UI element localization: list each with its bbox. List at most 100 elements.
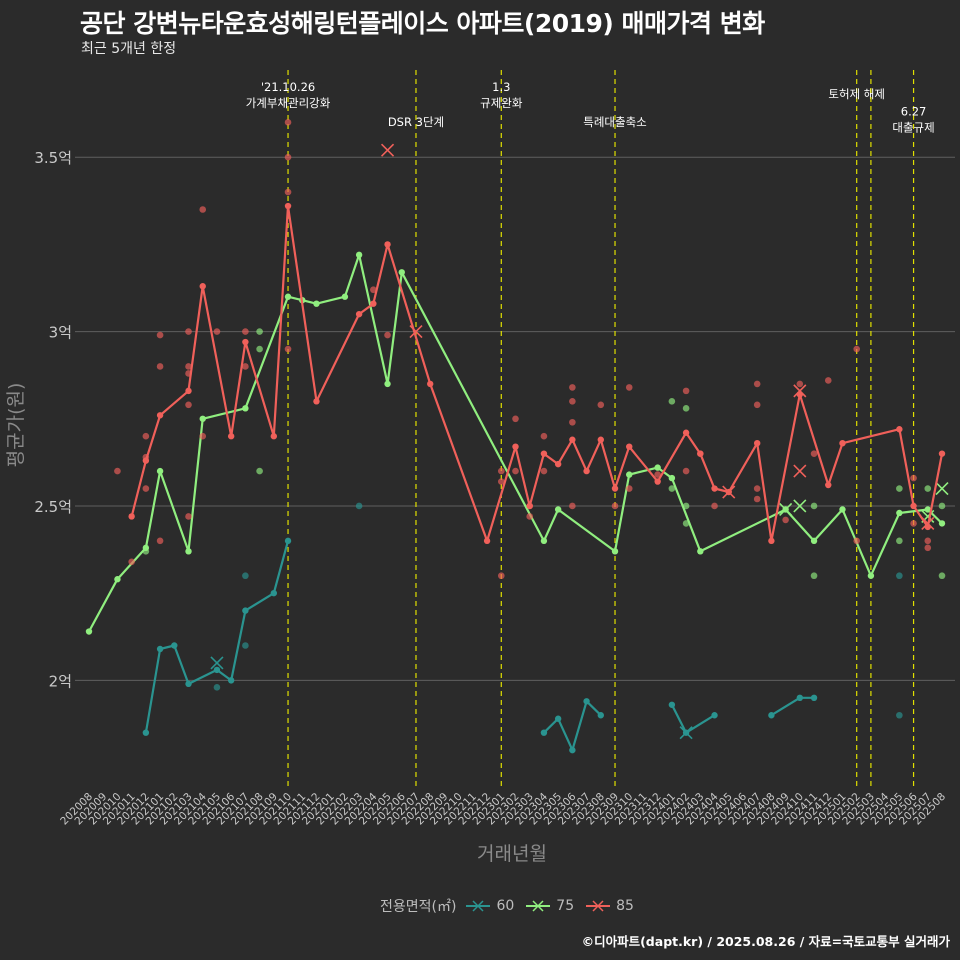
x-mark-60 — [210, 656, 224, 670]
scatter-point-85 — [497, 467, 505, 475]
scatter-point-85 — [753, 401, 761, 409]
line-point-85 — [540, 450, 548, 457]
line-point-60 — [185, 680, 192, 688]
scatter-point-85 — [156, 363, 164, 370]
scatter-point-85 — [924, 544, 932, 552]
line-point-60 — [810, 694, 818, 702]
series-75 — [85, 251, 949, 635]
scatter-point-85 — [782, 516, 789, 524]
x-axis: 2020082020092020102020112020122021012021… — [58, 790, 948, 827]
y-tick-label: 2.5억 — [34, 498, 72, 516]
y-tick-label: 3억 — [49, 324, 72, 342]
x-mark-85 — [793, 464, 807, 478]
chart-subtitle: 최근 5개년 한정 — [81, 41, 177, 57]
line-point-85 — [938, 450, 946, 457]
y-axis: 2억 2.5억 3억 3.5억 — [34, 149, 72, 690]
line-point-85 — [583, 467, 590, 475]
scatter-point-85 — [540, 467, 548, 475]
scatter-point-85 — [185, 401, 192, 409]
line-point-75 — [867, 572, 875, 579]
line-point-60 — [142, 729, 150, 736]
scatter-point-75 — [810, 572, 818, 580]
line-point-75 — [242, 405, 249, 412]
scatter-point-60 — [896, 711, 903, 719]
line-point-85 — [227, 433, 235, 440]
scatter-point-75 — [896, 485, 903, 492]
line-point-85 — [569, 436, 576, 443]
scatter-point-85 — [597, 401, 605, 409]
event-label: 가계부채관리강화 — [246, 96, 331, 110]
line-point-85 — [185, 387, 192, 395]
scatter-point-85 — [242, 363, 249, 370]
scatter-point-85 — [853, 537, 860, 545]
line-point-60 — [284, 537, 292, 545]
line-point-60 — [597, 712, 604, 719]
series-layer — [85, 119, 949, 754]
line-point-75 — [654, 464, 661, 471]
line-point-85 — [142, 457, 150, 464]
line-point-60 — [171, 642, 178, 649]
line-point-75 — [626, 471, 633, 478]
scatter-point-75 — [896, 537, 903, 545]
line-point-85 — [626, 443, 633, 450]
scatter-point-85 — [753, 485, 761, 492]
line-point-75 — [896, 509, 903, 517]
scatter-point-85 — [497, 478, 505, 485]
scatter-point-85 — [910, 474, 917, 482]
line-point-75 — [341, 293, 349, 300]
line-point-75 — [938, 520, 946, 527]
y-tick-label: 2억 — [49, 672, 72, 690]
scatter-point-75 — [256, 328, 263, 335]
scatter-point-85 — [569, 502, 576, 510]
event-label: 1.3 — [492, 80, 510, 94]
line-point-75 — [554, 506, 562, 513]
scatter-point-85 — [213, 328, 221, 335]
scatter-point-85 — [824, 377, 832, 384]
source-caption: ©디아파트(dapt.kr) / 2025.08.26 / 자료=국토교통부 실… — [581, 934, 950, 949]
line-point-60 — [213, 666, 221, 674]
line-point-85 — [682, 429, 690, 436]
line-point-85 — [242, 338, 249, 346]
scatter-point-75 — [810, 502, 818, 510]
scatter-point-85 — [526, 513, 534, 520]
line-point-75 — [355, 251, 363, 259]
x-mark-75 — [793, 499, 807, 513]
line-point-85 — [384, 241, 391, 248]
line-point-85 — [611, 485, 619, 492]
legend-label-75: 75 — [556, 898, 575, 914]
scatter-point-75 — [938, 572, 946, 580]
line-point-85 — [753, 439, 761, 447]
scatter-point-85 — [284, 153, 292, 161]
scatter-point-85 — [370, 286, 377, 294]
x-mark-75 — [779, 502, 793, 517]
scatter-point-85 — [497, 572, 505, 580]
scatter-point-85 — [753, 380, 761, 388]
line-point-75 — [697, 548, 704, 555]
scatter-point-75 — [938, 502, 946, 510]
line-point-85 — [697, 450, 704, 457]
line-point-85 — [427, 380, 434, 388]
legend-key-60 — [466, 900, 491, 912]
x-mark-60 — [679, 726, 693, 740]
line-point-85 — [597, 436, 604, 443]
line-point-60 — [227, 677, 235, 684]
scatter-point-85 — [114, 467, 121, 475]
series-line-60 — [144, 540, 290, 733]
line-point-85 — [554, 460, 562, 468]
x-mark-85 — [409, 325, 423, 339]
scatter-point-85 — [284, 345, 292, 353]
legend-label-85: 85 — [616, 898, 634, 914]
line-point-85 — [896, 426, 903, 433]
line-point-60 — [796, 694, 804, 702]
series-60 — [142, 502, 903, 754]
scatter-point-60 — [213, 684, 221, 691]
scatter-point-85 — [512, 415, 519, 423]
scatter-point-60 — [896, 572, 903, 580]
scatter-point-85 — [512, 467, 519, 475]
scatter-point-85 — [142, 432, 150, 440]
scatter-point-85 — [853, 345, 860, 353]
line-point-75 — [142, 544, 150, 552]
line-point-60 — [711, 712, 718, 719]
